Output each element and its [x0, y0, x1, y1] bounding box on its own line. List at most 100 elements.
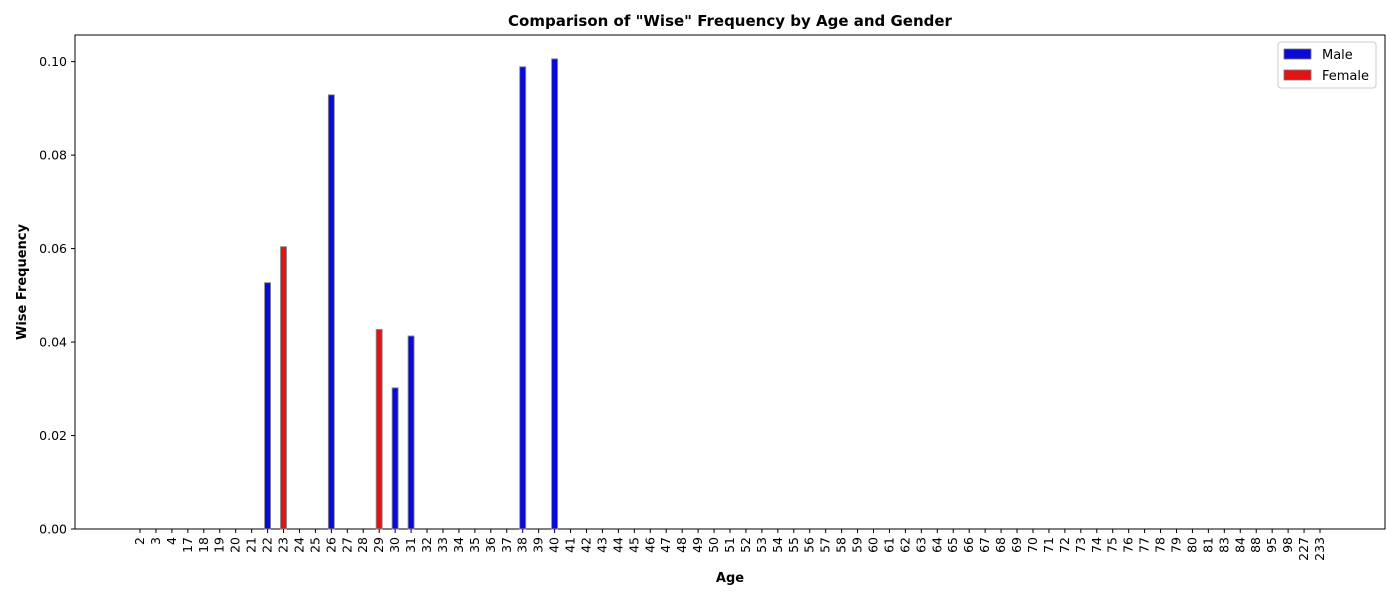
bars-group [264, 58, 559, 530]
x-tick-label: 48 [674, 537, 689, 553]
x-tick-label: 22 [260, 537, 275, 553]
x-tick-label: 27 [339, 537, 354, 553]
bar-female-age-29 [375, 328, 383, 530]
bar-male-age-26 [327, 94, 335, 530]
x-tick-label: 25 [307, 537, 322, 553]
x-tick-label: 60 [866, 537, 881, 553]
x-tick-label: 75 [1105, 537, 1120, 553]
y-axis-label: Wise Frequency [15, 223, 30, 339]
x-tick-label: 28 [355, 537, 370, 553]
x-tick-label: 34 [451, 537, 466, 553]
y-tick-label: 0.02 [39, 428, 67, 443]
x-tick-label: 58 [834, 537, 849, 553]
y-tick-label: 0.10 [39, 54, 67, 69]
x-tick-label: 39 [531, 537, 546, 553]
x-tick-label: 84 [1232, 537, 1247, 553]
chart-title: Comparison of "Wise" Frequency by Age an… [508, 12, 953, 30]
x-tick-label: 31 [403, 537, 418, 553]
x-tick-label: 81 [1200, 537, 1215, 553]
x-tick-label: 227 [1296, 537, 1311, 561]
x-tick-label: 35 [467, 537, 482, 553]
x-tick-label: 95 [1264, 537, 1279, 553]
x-tick-label: 32 [419, 537, 434, 553]
x-tick-label: 37 [499, 537, 514, 553]
x-tick-label: 41 [563, 537, 578, 553]
y-tick-label: 0.06 [39, 241, 67, 256]
x-tick-label: 36 [483, 537, 498, 553]
x-tick-label: 78 [1153, 537, 1168, 553]
bar-female-age-23 [280, 246, 287, 530]
x-tick-label: 79 [1168, 537, 1183, 553]
x-tick-label: 21 [244, 537, 259, 553]
x-tick-label: 52 [738, 537, 753, 553]
bar-male-age-40 [551, 58, 559, 530]
plot-area: 2 3 4 17 18 19 20 21 22 23 24 25 26 27 28 29 30 31 32 33 34 3… [39, 34, 1386, 561]
x-tick-label: 17 [180, 537, 195, 553]
y-ticks: 0.00 0.02 0.04 0.06 0.08 0.10 [39, 54, 75, 537]
x-tick-label: 71 [1041, 537, 1056, 553]
x-tick-label: 54 [770, 537, 785, 553]
x-tick-label: 2 [132, 537, 147, 545]
x-tick-label: 80 [1184, 537, 1199, 553]
x-tick-label: 59 [850, 537, 865, 553]
x-tick-label: 18 [196, 537, 211, 553]
x-tick-label: 19 [212, 537, 227, 553]
x-tick-label: 55 [786, 537, 801, 553]
x-tick-label: 47 [658, 537, 673, 553]
x-tick-label: 30 [387, 537, 402, 553]
x-tick-label: 51 [722, 537, 737, 553]
x-tick-label: 57 [818, 537, 833, 553]
x-tick-label: 98 [1280, 537, 1295, 553]
legend-label-male: Male [1322, 48, 1353, 63]
x-tick-label: 83 [1216, 537, 1231, 553]
y-tick-label: 0.08 [39, 148, 67, 163]
x-tick-label: 23 [276, 537, 291, 553]
x-tick-label: 73 [1073, 537, 1088, 553]
x-tick-label: 26 [323, 537, 338, 553]
plot-frame [74, 34, 1386, 530]
bar-male-age-22 [264, 282, 272, 530]
x-tick-label: 4 [164, 537, 179, 545]
x-ticks: 2 3 4 17 18 19 20 21 22 23 24 25 26 27 28 29 30 31 32 33 34 3… [132, 529, 1327, 561]
bar-male-age-30 [391, 387, 399, 530]
x-tick-label: 72 [1057, 537, 1072, 553]
x-axis-label: Age [716, 571, 744, 586]
x-tick-label: 88 [1248, 537, 1263, 553]
legend-swatch-male [1283, 48, 1312, 60]
x-tick-label: 53 [754, 537, 769, 553]
x-tick-label: 29 [371, 537, 386, 553]
x-tick-label: 76 [1121, 537, 1136, 553]
bar-male-age-31 [407, 335, 415, 530]
y-tick-label: 0.04 [39, 335, 67, 350]
y-tick-label: 0.00 [39, 522, 67, 537]
x-tick-label: 65 [945, 537, 960, 553]
x-tick-label: 67 [977, 537, 992, 553]
x-tick-label: 20 [228, 537, 243, 553]
legend-swatch-female [1283, 69, 1312, 81]
x-tick-label: 62 [897, 537, 912, 553]
x-tick-label: 69 [1009, 537, 1024, 553]
x-tick-label: 70 [1025, 537, 1040, 553]
x-tick-label: 40 [547, 537, 562, 553]
bar-male-age-38 [519, 66, 527, 530]
x-tick-label: 46 [642, 537, 657, 553]
x-tick-label: 33 [435, 537, 450, 553]
legend-label-female: Female [1322, 69, 1369, 84]
x-tick-label: 45 [626, 537, 641, 553]
x-tick-label: 43 [594, 537, 609, 553]
x-tick-label: 61 [881, 537, 896, 553]
x-tick-label: 77 [1137, 537, 1152, 553]
x-tick-label: 56 [802, 537, 817, 553]
x-tick-label: 44 [610, 537, 625, 553]
x-tick-label: 3 [148, 537, 163, 545]
x-tick-label: 74 [1089, 537, 1104, 553]
x-tick-label: 50 [706, 537, 721, 553]
x-tick-label: 24 [291, 537, 306, 553]
x-tick-label: 49 [690, 537, 705, 553]
legend: Male Female [1277, 41, 1377, 89]
x-tick-label: 63 [913, 537, 928, 553]
x-tick-label: 38 [515, 537, 530, 553]
x-tick-label: 42 [578, 537, 593, 553]
x-tick-label: 64 [929, 537, 944, 553]
